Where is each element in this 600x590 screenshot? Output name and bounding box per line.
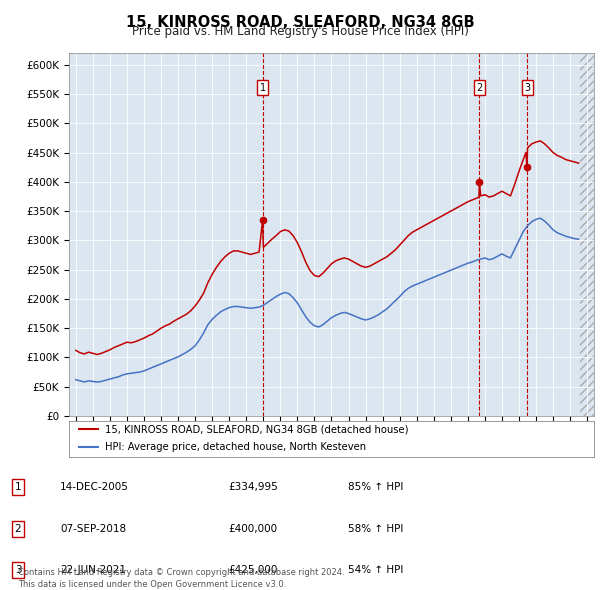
Text: 3: 3 <box>14 565 22 575</box>
Text: 3: 3 <box>524 83 530 93</box>
Bar <box>580 53 594 416</box>
Text: 1: 1 <box>260 83 266 93</box>
Text: Contains HM Land Registry data © Crown copyright and database right 2024.
This d: Contains HM Land Registry data © Crown c… <box>18 568 344 589</box>
Text: 15, KINROSS ROAD, SLEAFORD, NG34 8GB (detached house): 15, KINROSS ROAD, SLEAFORD, NG34 8GB (de… <box>105 424 408 434</box>
Text: 54% ↑ HPI: 54% ↑ HPI <box>348 565 403 575</box>
Text: £400,000: £400,000 <box>228 524 277 533</box>
Text: 2: 2 <box>476 83 482 93</box>
Text: 85% ↑ HPI: 85% ↑ HPI <box>348 483 403 492</box>
Text: £425,000: £425,000 <box>228 565 277 575</box>
Text: 15, KINROSS ROAD, SLEAFORD, NG34 8GB: 15, KINROSS ROAD, SLEAFORD, NG34 8GB <box>125 15 475 30</box>
Text: 22-JUN-2021: 22-JUN-2021 <box>60 565 126 575</box>
Bar <box>580 53 594 416</box>
Text: 2: 2 <box>14 524 22 533</box>
Text: 58% ↑ HPI: 58% ↑ HPI <box>348 524 403 533</box>
Text: 1: 1 <box>14 483 22 492</box>
Text: £334,995: £334,995 <box>228 483 278 492</box>
Text: 07-SEP-2018: 07-SEP-2018 <box>60 524 126 533</box>
Text: 14-DEC-2005: 14-DEC-2005 <box>60 483 129 492</box>
Text: Price paid vs. HM Land Registry's House Price Index (HPI): Price paid vs. HM Land Registry's House … <box>131 25 469 38</box>
Text: HPI: Average price, detached house, North Kesteven: HPI: Average price, detached house, Nort… <box>105 442 366 452</box>
